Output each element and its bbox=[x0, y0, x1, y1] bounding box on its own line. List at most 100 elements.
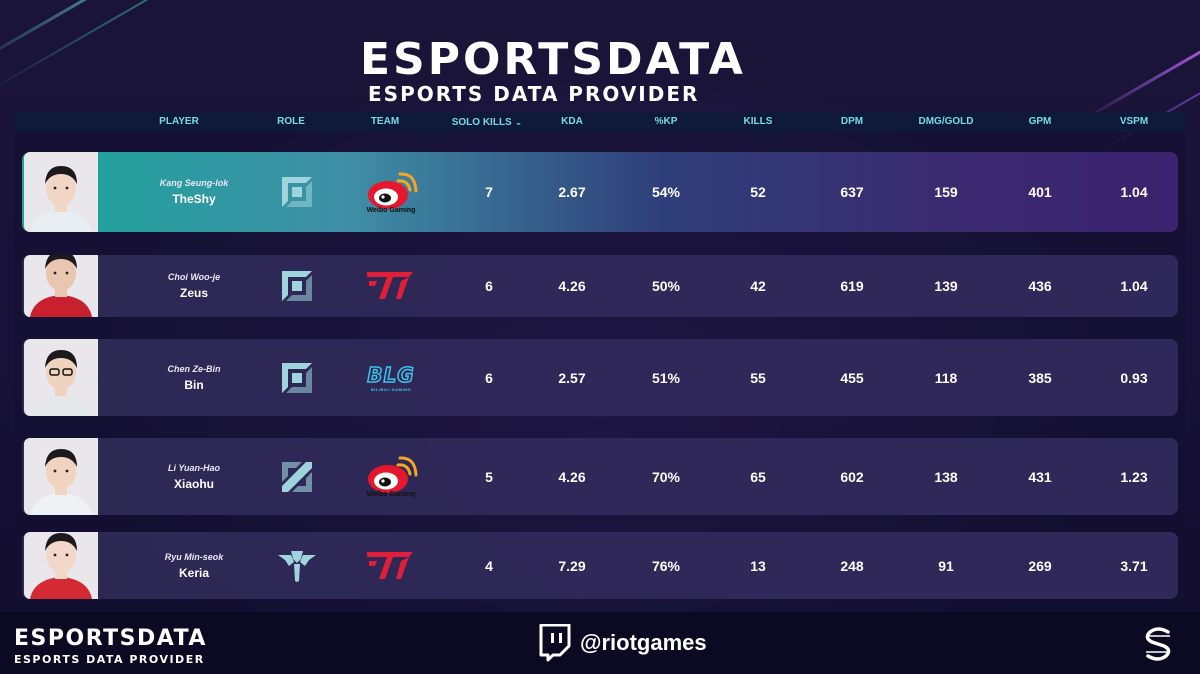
player-real-name: Choi Woo-je bbox=[167, 272, 221, 282]
t1-logo-icon bbox=[367, 551, 413, 579]
weibo-logo-text: Weibo Gaming bbox=[366, 491, 416, 498]
table-row[interactable]: Choi Woo-je Zeus 6 4.26 50% 42 619 139 436 1.04 bbox=[22, 255, 1178, 317]
cell-kp: 51% bbox=[651, 369, 681, 386]
player-avatar bbox=[24, 438, 98, 515]
player-nick: Bin bbox=[184, 377, 204, 392]
cell-dpm: 455 bbox=[840, 369, 864, 386]
cell-kp: 70% bbox=[651, 468, 681, 485]
player-name: Kang Seung-lok TheShy bbox=[124, 152, 264, 232]
cell-dpm: 248 bbox=[840, 557, 864, 574]
weibo-logo-icon bbox=[368, 171, 418, 209]
cell-dmg-gold: 159 bbox=[934, 184, 958, 200]
col-dmg-gold[interactable]: DMG/GOLD bbox=[918, 116, 974, 127]
cell-vspm: 3.71 bbox=[1120, 557, 1148, 574]
table-row[interactable]: Ryu Min-seok Keria 4 7.29 76% 13 248 91 269 3.71 bbox=[22, 532, 1178, 599]
cell-solo-kills: 6 bbox=[485, 369, 493, 386]
team-logo: Weibo Gaming bbox=[354, 438, 428, 515]
player-avatar bbox=[24, 339, 98, 416]
footer-logo: ESPORTSDATA ESPORTS DATA PROVIDER bbox=[14, 626, 207, 666]
footer: ESPORTSDATA ESPORTS DATA PROVIDER @riotg… bbox=[0, 612, 1200, 674]
col-kp[interactable]: %KP bbox=[654, 116, 678, 127]
cell-kda: 4.26 bbox=[558, 278, 586, 294]
player-avatar bbox=[24, 255, 98, 317]
col-kda[interactable]: KDA bbox=[561, 116, 583, 127]
cell-solo-kills: 4 bbox=[485, 557, 493, 574]
cell-kp: 54% bbox=[651, 184, 681, 200]
player-nick: Xiaohu bbox=[173, 476, 214, 491]
weibo-logo-icon bbox=[368, 456, 418, 493]
player-nick: Zeus bbox=[179, 286, 208, 300]
cell-dmg-gold: 139 bbox=[934, 278, 958, 294]
col-player[interactable]: PLAYER bbox=[159, 116, 199, 127]
col-gpm[interactable]: GPM bbox=[1028, 116, 1052, 127]
cell-dmg-gold: 118 bbox=[934, 369, 958, 386]
twitch-link[interactable]: @riotgames bbox=[538, 624, 707, 662]
footer-wordmark: ESPORTSDATA bbox=[14, 626, 207, 651]
role-top-icon bbox=[260, 152, 334, 232]
cell-kda: 4.26 bbox=[558, 468, 586, 485]
cell-solo-kills: 5 bbox=[485, 468, 493, 485]
weibo-logo-text: Weibo Gaming bbox=[366, 206, 416, 214]
brand-tagline: ESPORTS DATA PROVIDER bbox=[368, 82, 700, 106]
cell-dpm: 602 bbox=[840, 468, 864, 485]
twitch-handle: @riotgames bbox=[580, 630, 707, 655]
blg-logo: BLG BILIBILI GAMING bbox=[367, 362, 415, 392]
col-role[interactable]: ROLE bbox=[277, 116, 305, 127]
chevron-down-icon: ⌄ bbox=[514, 117, 523, 127]
cell-kills: 52 bbox=[750, 184, 766, 200]
cell-gpm: 431 bbox=[1028, 468, 1052, 485]
weibo-logo: Weibo Gaming bbox=[364, 171, 418, 214]
table-row[interactable]: Li Yuan-Hao Xiaohu Weibo Gaming 5 4.26 70% 65 6… bbox=[22, 438, 1178, 515]
player-real-name: Li Yuan-Hao bbox=[167, 462, 220, 473]
blg-logo-text: BLG bbox=[367, 362, 415, 388]
cell-gpm: 436 bbox=[1028, 278, 1052, 294]
player-real-name: Ryu Min-seok bbox=[164, 551, 224, 562]
role-top-icon bbox=[260, 339, 334, 416]
col-vspm[interactable]: VSPM bbox=[1119, 116, 1149, 127]
cell-vspm: 1.04 bbox=[1120, 184, 1148, 200]
table-row[interactable]: Kang Seung-lok TheShy Weibo Gaming 7 2.67 54%… bbox=[22, 152, 1178, 232]
cell-solo-kills: 6 bbox=[485, 278, 493, 294]
player-real-name: Chen Ze-Bin bbox=[167, 363, 221, 374]
cell-kills: 42 bbox=[750, 278, 766, 294]
t1-logo-icon bbox=[367, 272, 413, 299]
team-logo: Weibo Gaming bbox=[354, 152, 428, 232]
cell-dmg-gold: 138 bbox=[934, 468, 958, 485]
cell-kills: 13 bbox=[750, 557, 766, 574]
role-top-icon bbox=[260, 255, 334, 317]
cell-dmg-gold: 91 bbox=[938, 557, 954, 574]
player-nick: TheShy bbox=[172, 192, 216, 206]
weibo-logo: Weibo Gaming bbox=[364, 455, 418, 498]
cell-kp: 50% bbox=[651, 278, 681, 294]
col-team[interactable]: TEAM bbox=[370, 116, 400, 127]
brand-logo: ESPORTSDATA ESPORTS DATA PROVIDER bbox=[360, 38, 860, 108]
col-kills[interactable]: KILLS bbox=[743, 116, 773, 127]
col-dpm[interactable]: DPM bbox=[840, 116, 864, 127]
cell-kills: 65 bbox=[750, 468, 766, 485]
cell-gpm: 401 bbox=[1028, 184, 1052, 200]
col-solo-kills-label: SOLO KILLS bbox=[451, 117, 512, 128]
col-solo-kills[interactable]: SOLO KILLS ⌄ bbox=[432, 112, 542, 132]
logo-wave-icon bbox=[660, 40, 860, 84]
brand-wordmark: ESPORTSDATA bbox=[360, 34, 746, 85]
player-avatar bbox=[24, 152, 98, 232]
table-row[interactable]: Chen Ze-Bin Bin BLG BILIBILI GAMING 6 2.57 51%… bbox=[22, 339, 1178, 416]
cell-gpm: 269 bbox=[1028, 557, 1052, 574]
twitch-icon bbox=[539, 624, 571, 662]
s-logo-icon bbox=[1145, 627, 1171, 661]
cell-solo-kills: 7 bbox=[485, 184, 493, 200]
stats-table: PLAYER ROLE TEAM SOLO KILLS ⌄ KDA %KP KIL… bbox=[14, 112, 1186, 612]
player-real-name: Kang Seung-lok bbox=[159, 178, 229, 188]
cell-kda: 7.29 bbox=[558, 557, 586, 574]
player-name: Li Yuan-Hao Xiaohu bbox=[124, 438, 264, 515]
cell-vspm: 1.23 bbox=[1120, 468, 1148, 485]
cell-kda: 2.57 bbox=[558, 369, 586, 386]
cell-kills: 55 bbox=[750, 369, 766, 386]
blg-logo-sub: BILIBILI GAMING bbox=[370, 387, 412, 392]
cell-vspm: 1.04 bbox=[1120, 278, 1148, 294]
player-name: Choi Woo-je Zeus bbox=[124, 255, 264, 317]
team-logo bbox=[354, 532, 428, 599]
role-mid-icon bbox=[260, 438, 334, 515]
player-name: Ryu Min-seok Keria bbox=[124, 532, 264, 599]
cell-kp: 76% bbox=[651, 557, 681, 574]
